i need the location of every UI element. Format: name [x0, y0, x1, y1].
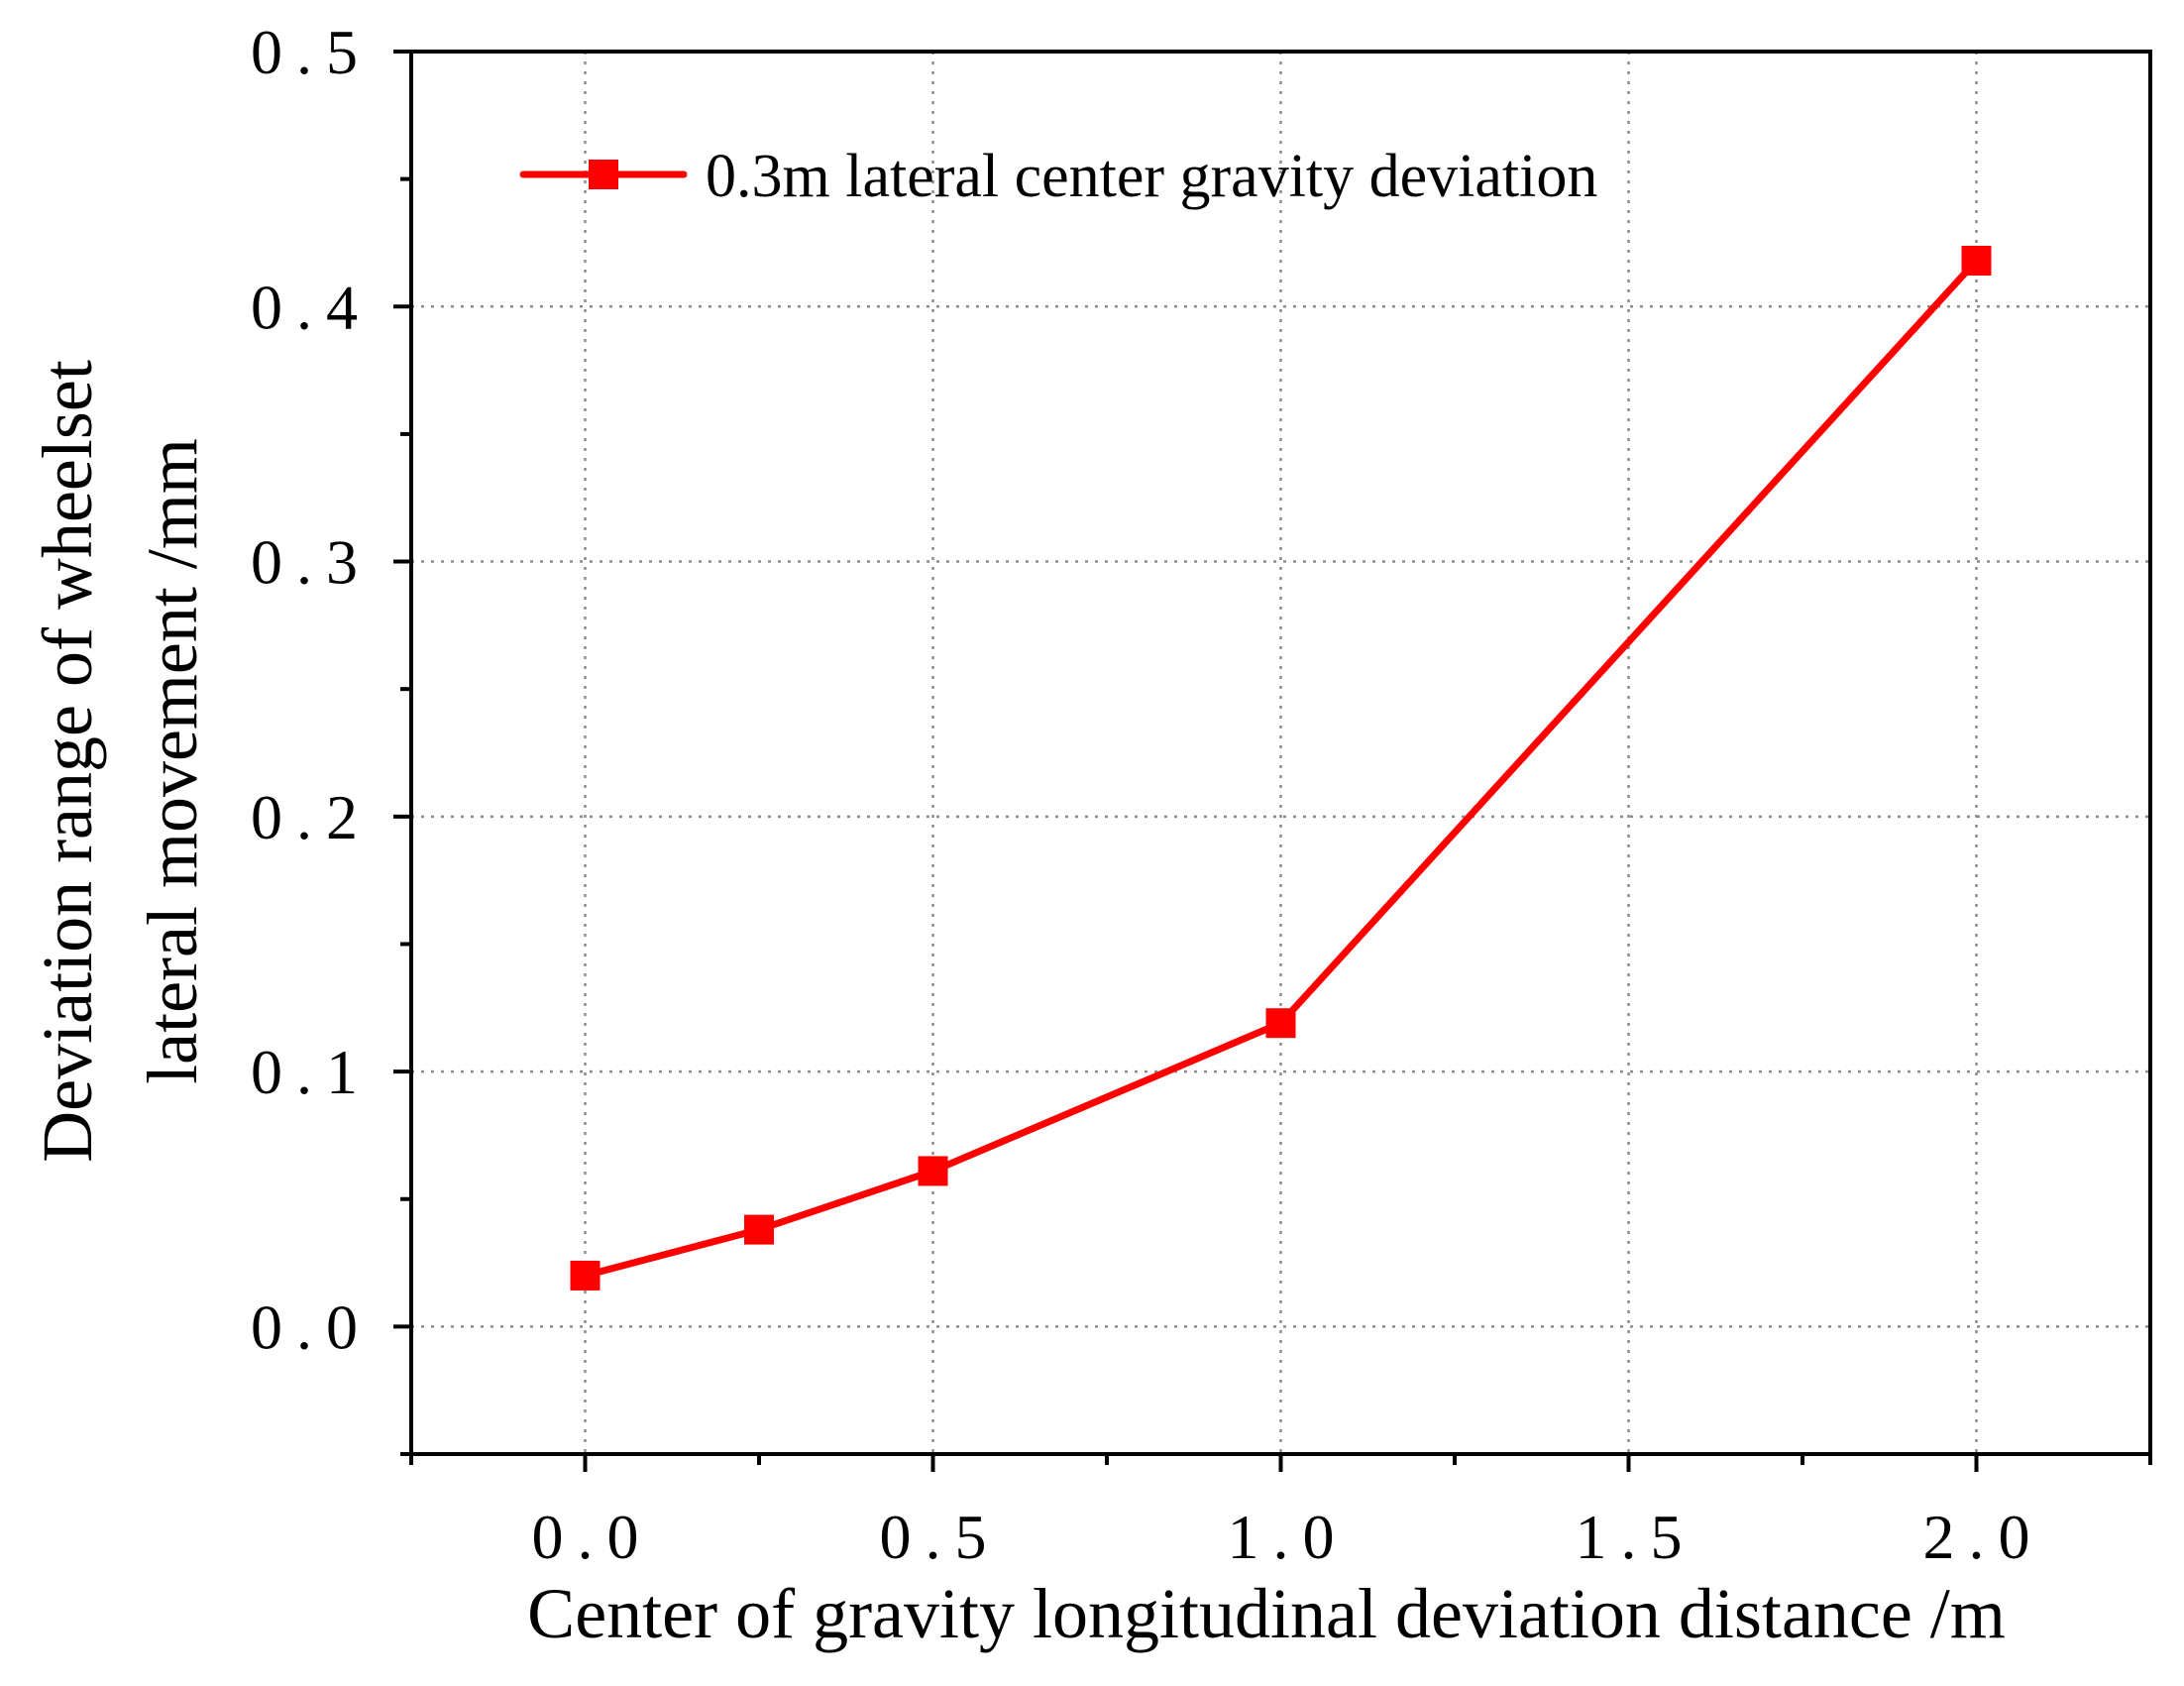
legend: 0.3m lateral center gravity deviation — [519, 143, 1597, 210]
y-tick-label: 0.3 — [251, 527, 372, 598]
data-point-marker — [570, 1260, 601, 1291]
label-layer: 0.0 0.5 1.0 1.5 2.0 0.0 0.1 0.2 0.3 0.4 0.5 — [251, 17, 2044, 1572]
series-layer — [570, 245, 1992, 1291]
x-axis-title: Center of gravity longitudinal deviation… — [527, 1574, 2006, 1653]
y-axis-title-line-2: lateral movement /mm — [133, 438, 212, 1084]
x-tick-label: 1.5 — [1576, 1502, 1696, 1572]
y-tick-label: 0.5 — [251, 17, 372, 87]
legend-marker — [589, 160, 618, 189]
x-tick-label: 0.5 — [880, 1502, 1001, 1572]
y-axis-title-line-1: Deviation range of wheelset — [28, 360, 107, 1163]
y-tick-label: 0.1 — [251, 1037, 372, 1107]
x-tick-label: 0.0 — [532, 1502, 653, 1572]
tick-layer — [393, 50, 2152, 1472]
data-point-marker — [1961, 245, 1992, 276]
data-point-marker — [918, 1156, 948, 1186]
grid-layer — [411, 52, 2150, 1454]
data-point-marker — [1265, 1008, 1296, 1039]
y-tick-label: 0.2 — [251, 782, 372, 852]
data-point-marker — [744, 1214, 774, 1245]
x-tick-label: 2.0 — [1923, 1502, 2044, 1572]
y-tick-label: 0.4 — [251, 272, 372, 342]
x-tick-label: 1.0 — [1228, 1502, 1349, 1572]
legend-label: 0.3m lateral center gravity deviation — [706, 143, 1597, 210]
y-tick-label: 0.0 — [251, 1292, 372, 1362]
